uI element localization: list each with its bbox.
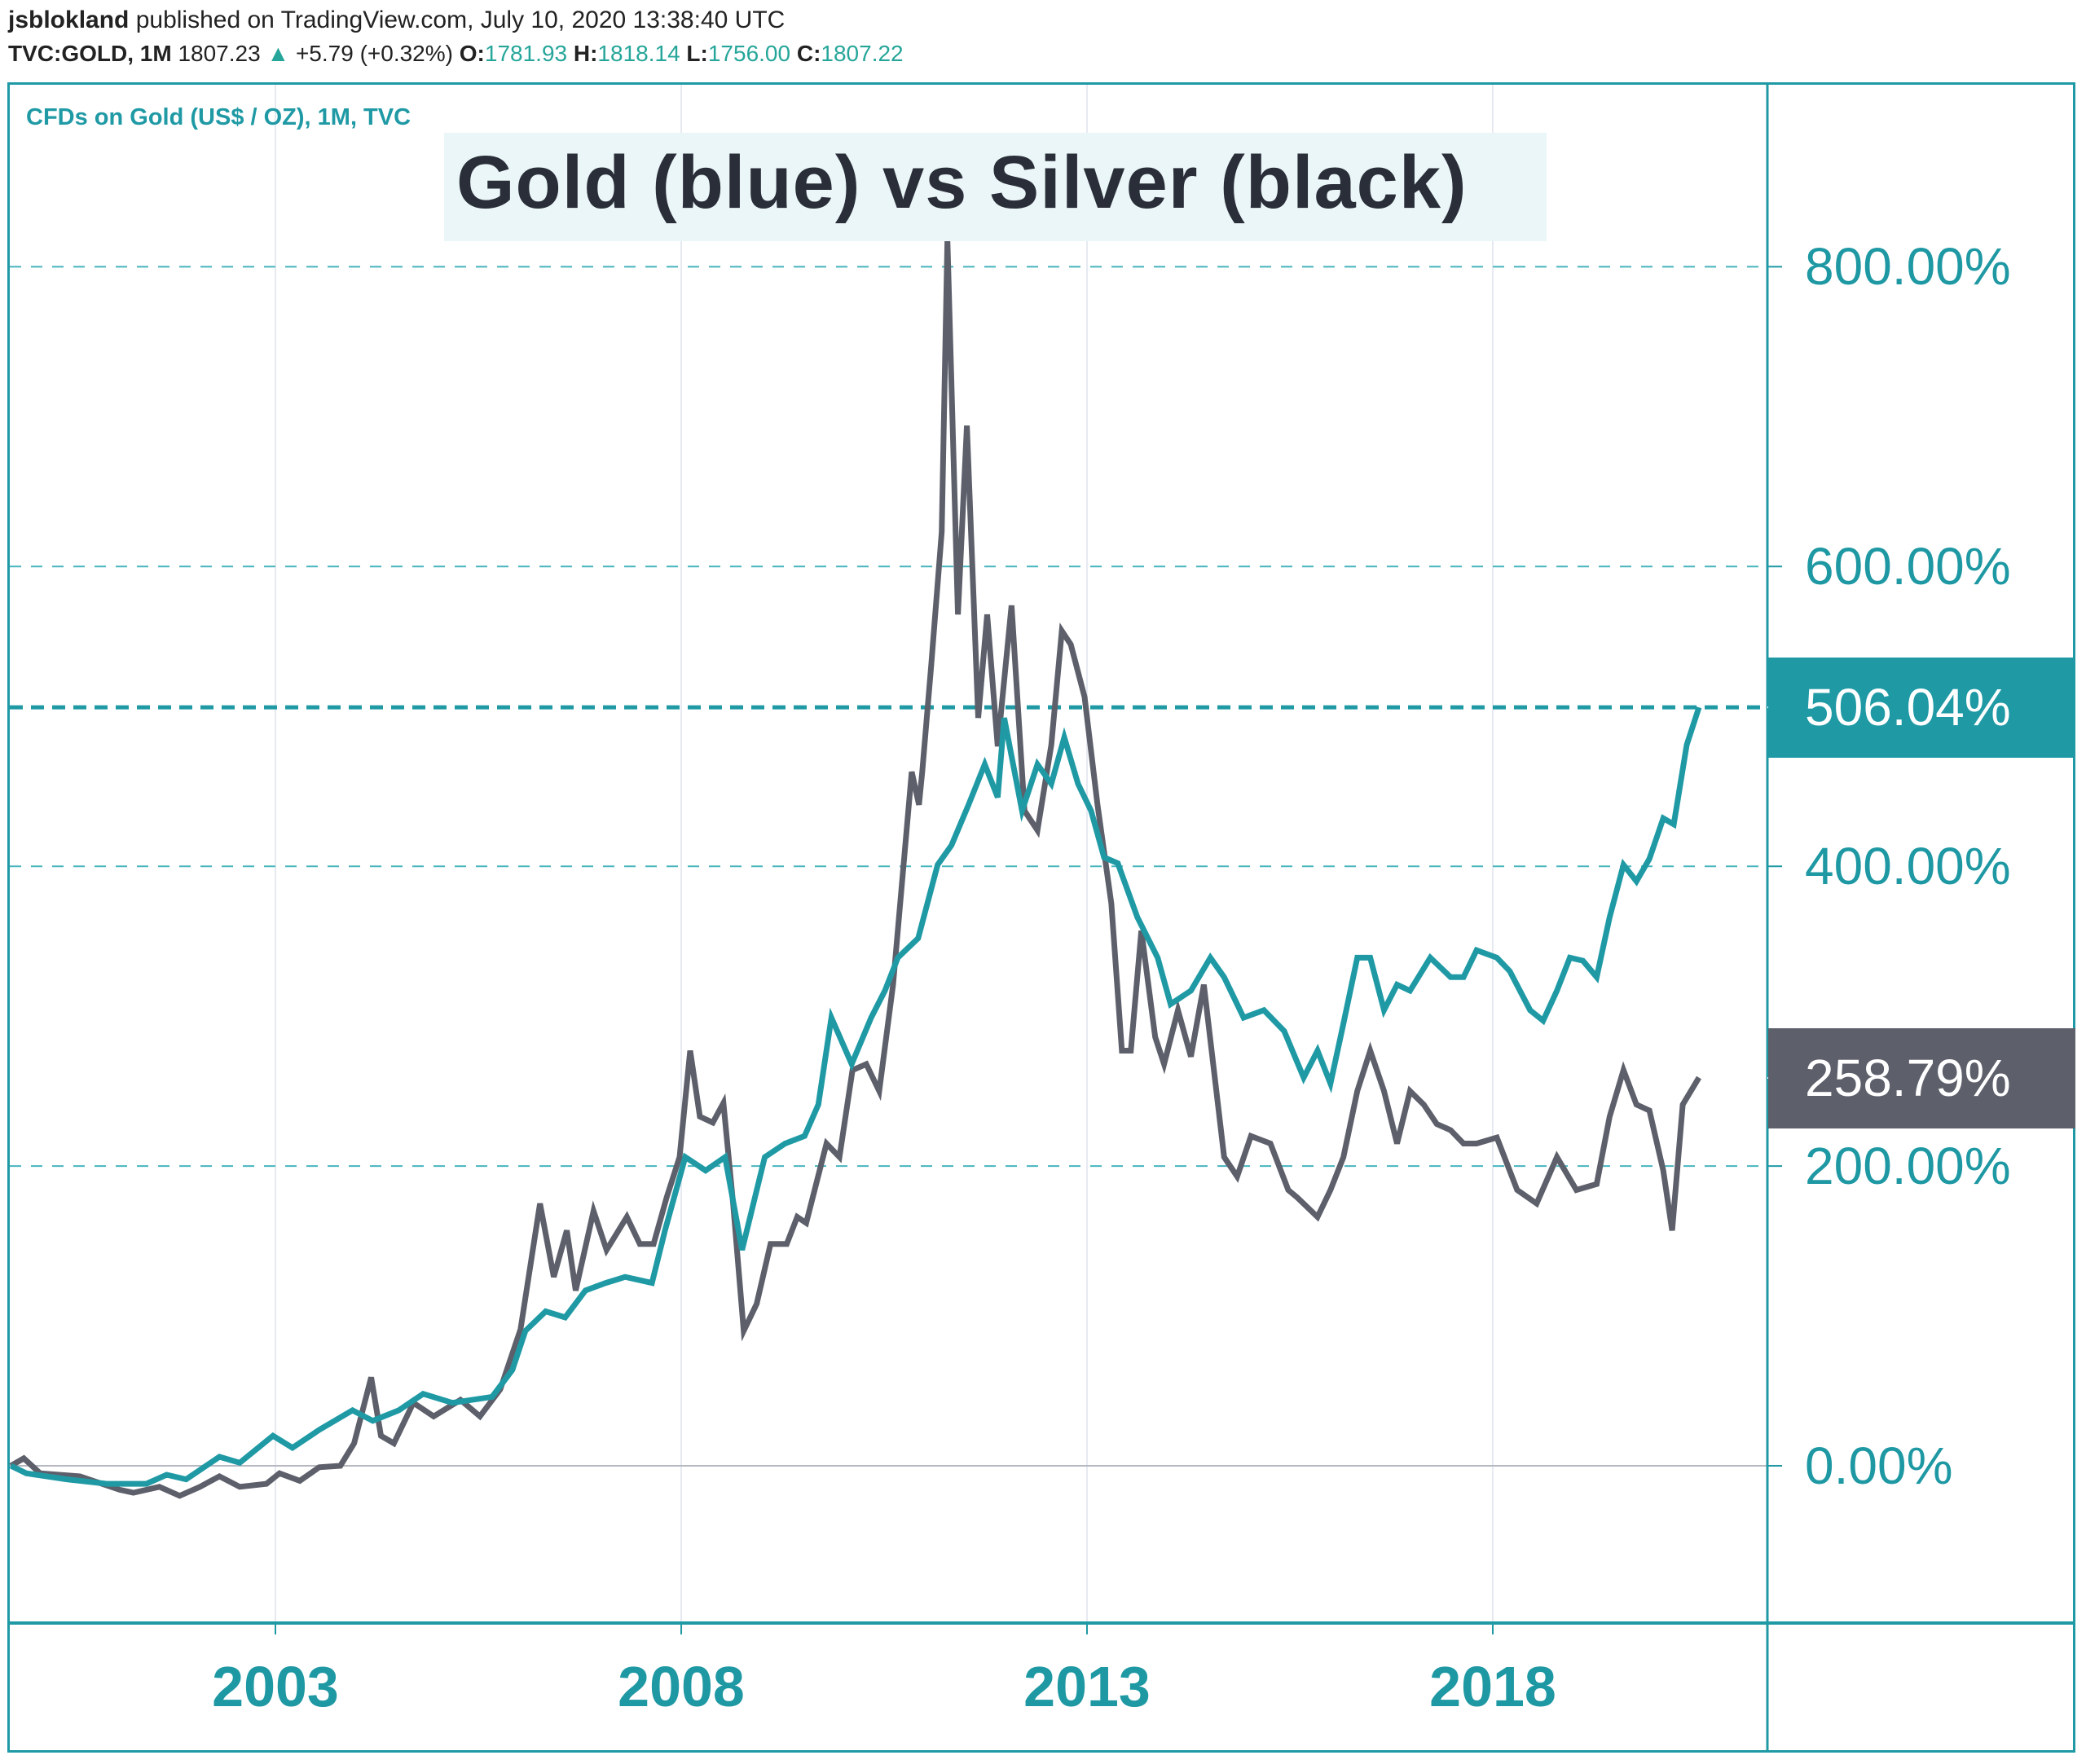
chart-title: Gold (blue) vs Silver (black)	[456, 141, 1468, 224]
open-value: 1781.93	[484, 41, 568, 66]
symbol-label: TVC:GOLD, 1M	[8, 41, 172, 66]
x-tick-label: 2018	[1429, 1655, 1556, 1718]
triangle-up-icon: ▲	[266, 41, 290, 66]
symbol-info-bar: TVC:GOLD, 1M 1807.23 ▲ +5.79 (+0.32%) O:…	[8, 41, 904, 67]
y-tick-label: 600.00%	[1805, 537, 2011, 596]
high-value: 1818.14	[597, 41, 680, 66]
y-tick-label: 0.00%	[1805, 1436, 1953, 1495]
last-price: 1807.23	[178, 41, 261, 66]
close-label: C:	[796, 41, 821, 66]
open-label: O:	[459, 41, 485, 66]
close-value: 1807.22	[821, 41, 904, 66]
chart-frame	[7, 82, 2075, 1753]
low-label: L:	[686, 41, 708, 66]
price-change: +5.79 (+0.32%)	[295, 41, 453, 66]
x-tick-label: 2008	[618, 1655, 745, 1718]
gold-line	[9, 706, 1702, 1487]
y-tick-label: 800.00%	[1805, 237, 2011, 296]
x-tick-label: 2003	[212, 1655, 339, 1718]
silver-line	[9, 240, 1701, 1499]
silver-last-value-badge: 258.79%	[1768, 1027, 2075, 1128]
author-name[interactable]: jsblokland	[8, 7, 130, 33]
gold-last-value-badge: 506.04%	[1768, 658, 2075, 759]
high-label: H:	[573, 41, 598, 66]
x-tick-label: 2013	[1023, 1655, 1151, 1718]
y-tick-label: 200.00%	[1805, 1137, 2011, 1195]
published-text: published on TradingView.com, July 10, 2…	[135, 7, 786, 33]
y-tick-label: 400.00%	[1805, 837, 2011, 895]
publish-info: jsblokland published on TradingView.com,…	[8, 7, 785, 34]
title-background	[444, 133, 1547, 241]
low-value: 1756.00	[707, 41, 791, 66]
chart-subtitle: CFDs on Gold (US$ / OZ), 1M, TVC	[26, 104, 411, 130]
